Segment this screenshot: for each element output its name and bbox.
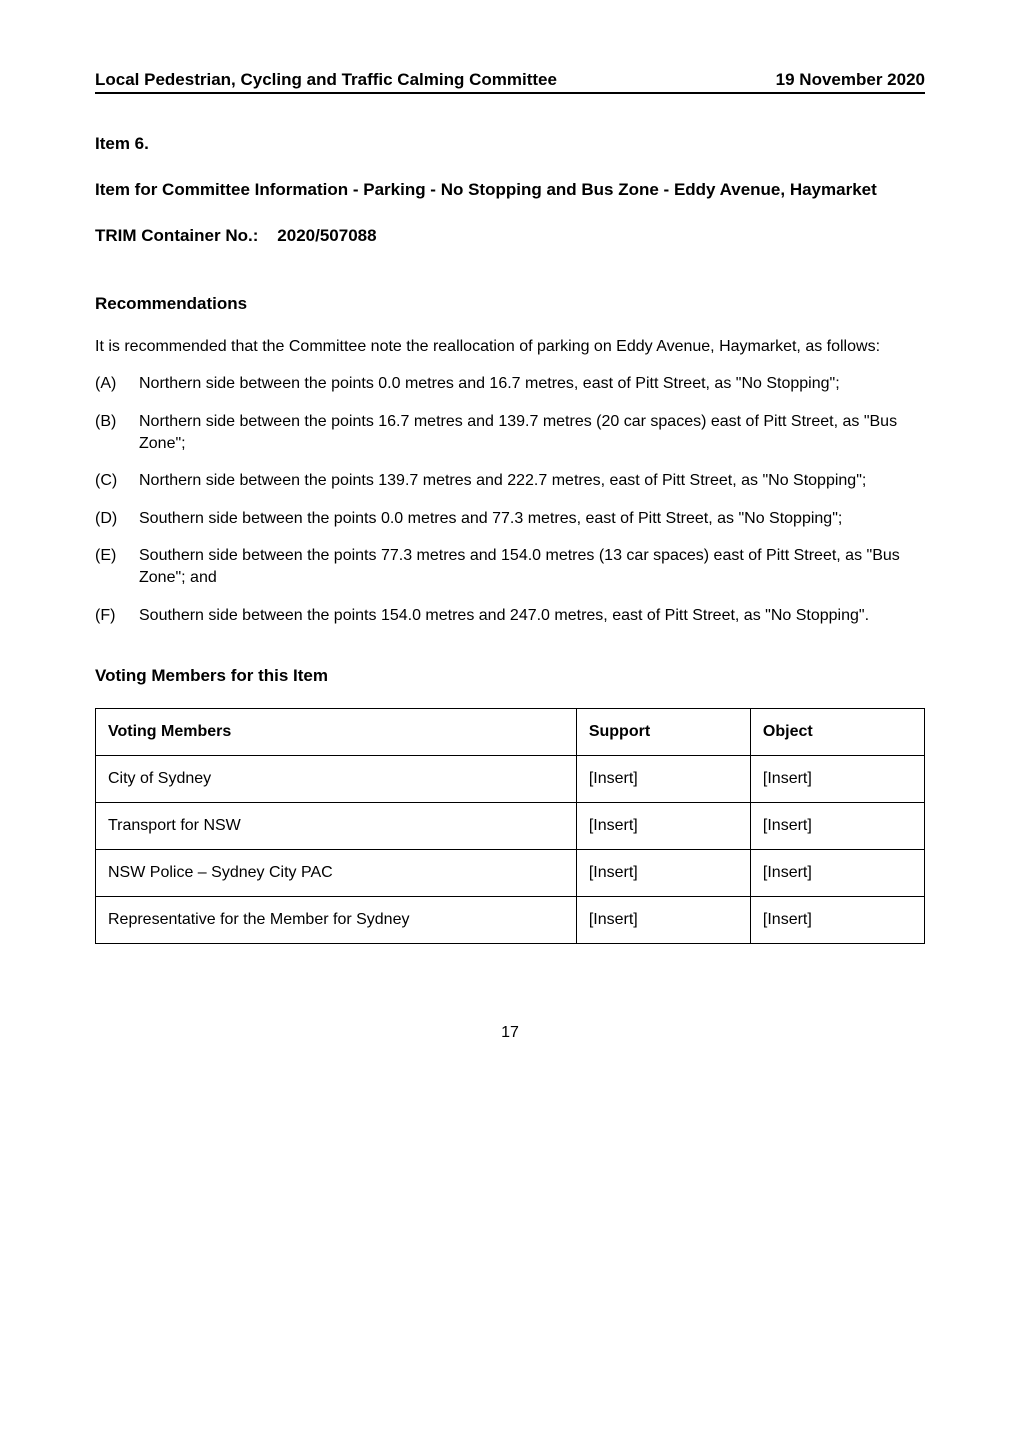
list-label: (B) <box>95 411 139 454</box>
col-header-support: Support <box>576 709 750 756</box>
cell-support: [Insert] <box>576 756 750 803</box>
voting-table: Voting Members Support Object City of Sy… <box>95 708 925 944</box>
header-right: 19 November 2020 <box>776 70 925 90</box>
list-body: Northern side between the points 139.7 m… <box>139 470 925 492</box>
trim-label: TRIM Container No.: <box>95 226 258 245</box>
list-body: Southern side between the points 0.0 met… <box>139 508 925 530</box>
list-label: (C) <box>95 470 139 492</box>
cell-member: Representative for the Member for Sydney <box>96 897 577 944</box>
recommendations-heading: Recommendations <box>95 294 925 314</box>
cell-member: NSW Police – Sydney City PAC <box>96 850 577 897</box>
cell-support: [Insert] <box>576 850 750 897</box>
list-body: Northern side between the points 0.0 met… <box>139 373 925 395</box>
cell-member: City of Sydney <box>96 756 577 803</box>
cell-object: [Insert] <box>750 850 924 897</box>
list-item: (C) Northern side between the points 139… <box>95 470 925 492</box>
list-label: (F) <box>95 605 139 627</box>
cell-support: [Insert] <box>576 803 750 850</box>
list-body: Southern side between the points 77.3 me… <box>139 545 925 588</box>
cell-support: [Insert] <box>576 897 750 944</box>
list-item: (E) Southern side between the points 77.… <box>95 545 925 588</box>
header-left: Local Pedestrian, Cycling and Traffic Ca… <box>95 70 557 90</box>
list-item: (D) Southern side between the points 0.0… <box>95 508 925 530</box>
table-row: City of Sydney [Insert] [Insert] <box>96 756 925 803</box>
item-number: Item 6. <box>95 134 925 154</box>
list-body: Northern side between the points 16.7 me… <box>139 411 925 454</box>
cell-object: [Insert] <box>750 756 924 803</box>
cell-object: [Insert] <box>750 897 924 944</box>
trim-container: TRIM Container No.: 2020/507088 <box>95 226 925 246</box>
col-header-object: Object <box>750 709 924 756</box>
recommendations-intro: It is recommended that the Committee not… <box>95 336 925 358</box>
list-label: (E) <box>95 545 139 588</box>
col-header-members: Voting Members <box>96 709 577 756</box>
list-item: (A) Northern side between the points 0.0… <box>95 373 925 395</box>
table-header-row: Voting Members Support Object <box>96 709 925 756</box>
trim-value: 2020/507088 <box>277 226 376 245</box>
voting-heading: Voting Members for this Item <box>95 666 925 686</box>
list-item: (F) Southern side between the points 154… <box>95 605 925 627</box>
page-header: Local Pedestrian, Cycling and Traffic Ca… <box>95 70 925 94</box>
cell-object: [Insert] <box>750 803 924 850</box>
item-title: Item for Committee Information - Parking… <box>95 178 925 202</box>
table-row: NSW Police – Sydney City PAC [Insert] [I… <box>96 850 925 897</box>
table-row: Transport for NSW [Insert] [Insert] <box>96 803 925 850</box>
recommendations-list: (A) Northern side between the points 0.0… <box>95 373 925 626</box>
list-label: (A) <box>95 373 139 395</box>
page-number: 17 <box>95 1024 925 1042</box>
list-item: (B) Northern side between the points 16.… <box>95 411 925 454</box>
table-row: Representative for the Member for Sydney… <box>96 897 925 944</box>
cell-member: Transport for NSW <box>96 803 577 850</box>
list-body: Southern side between the points 154.0 m… <box>139 605 925 627</box>
list-label: (D) <box>95 508 139 530</box>
